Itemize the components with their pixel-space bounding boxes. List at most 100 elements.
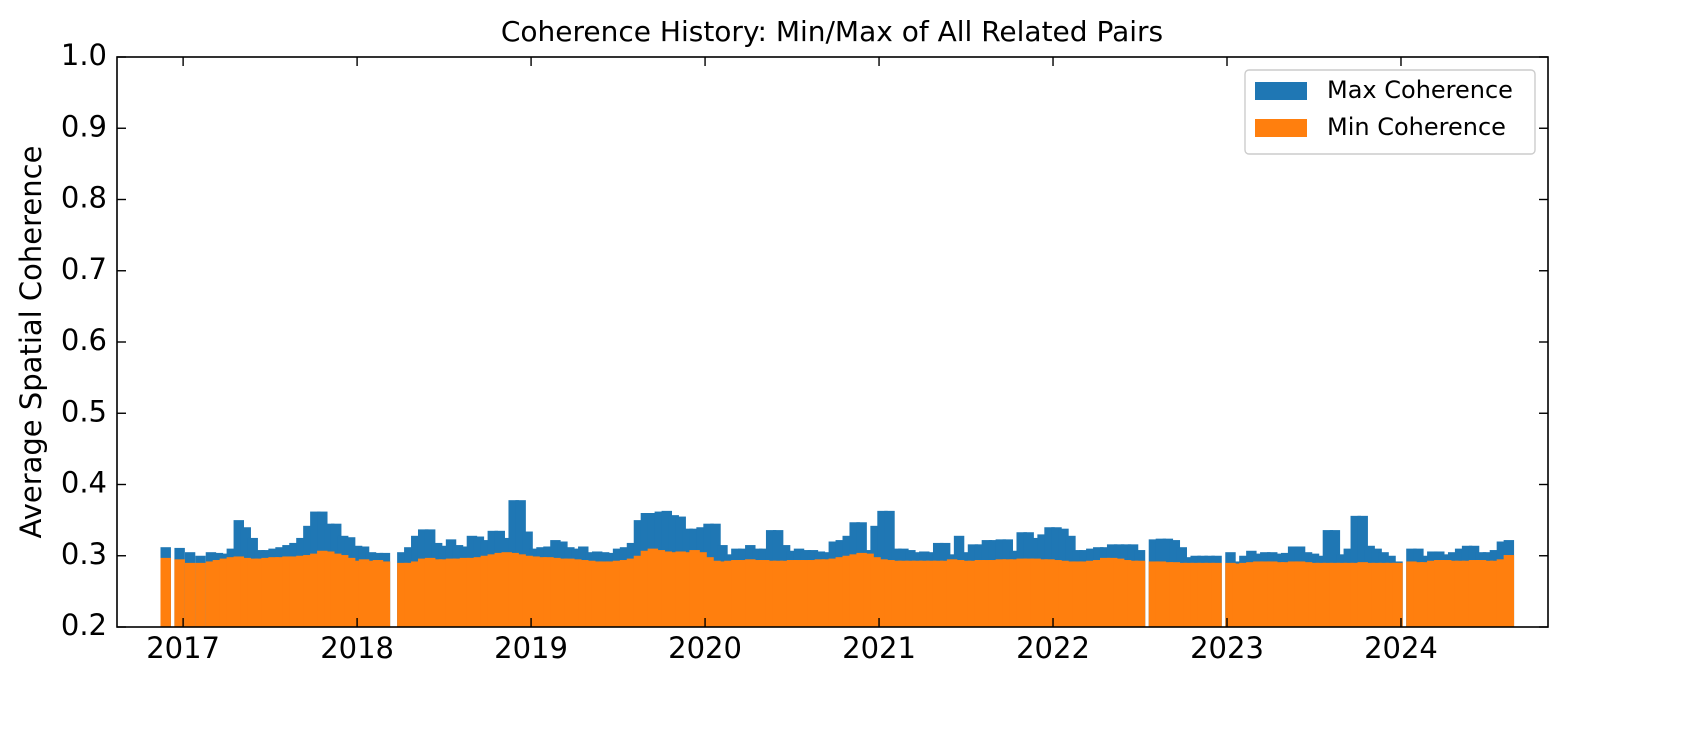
bar [358, 559, 370, 627]
bar [1336, 562, 1348, 627]
bar [1197, 562, 1208, 627]
bar [473, 557, 485, 627]
bar [1267, 561, 1278, 627]
bar [612, 560, 624, 627]
bar [1315, 562, 1327, 627]
bar [1385, 562, 1396, 627]
bar [379, 561, 391, 627]
bar [1343, 562, 1355, 627]
bar [372, 560, 384, 627]
bar [445, 558, 457, 627]
bar [1023, 558, 1034, 627]
bar [1169, 562, 1181, 627]
y-tick-label: 0.6 [61, 323, 107, 357]
bar [696, 552, 707, 627]
x-tick-label: 2018 [320, 631, 394, 665]
bar [988, 560, 1000, 627]
bar [480, 555, 492, 627]
bar [772, 560, 784, 627]
bar [1030, 558, 1041, 627]
bar [459, 557, 471, 627]
bar [261, 557, 272, 627]
y-tick-label: 1.0 [61, 38, 107, 72]
bar [731, 560, 742, 627]
bar [438, 559, 450, 627]
bar [1253, 561, 1264, 627]
bar [919, 560, 930, 627]
bar [1371, 562, 1382, 627]
bar [765, 560, 777, 627]
bar [275, 557, 286, 627]
bar [598, 561, 610, 627]
y-tick-label: 0.5 [61, 394, 107, 428]
bar [960, 560, 972, 627]
bar [995, 559, 1007, 627]
bar [1183, 562, 1194, 627]
bar [1364, 562, 1375, 627]
bar [431, 559, 443, 627]
bar [1475, 560, 1487, 627]
bar [1058, 560, 1069, 627]
bar [536, 557, 547, 627]
bar [967, 560, 979, 627]
bar [758, 560, 770, 627]
bar [344, 557, 356, 627]
bar [1106, 557, 1118, 627]
bar [564, 558, 575, 627]
bar [1273, 562, 1285, 627]
bar [351, 560, 363, 627]
bar [522, 555, 533, 627]
bar [654, 550, 666, 627]
bar [661, 551, 673, 627]
bar [1496, 559, 1508, 627]
bars [160, 500, 1515, 627]
bar [1434, 560, 1445, 627]
bar [626, 558, 638, 627]
bar [828, 558, 840, 627]
bar [710, 560, 721, 627]
bar [633, 555, 645, 627]
bar [324, 551, 335, 627]
y-tick-label: 0.3 [61, 537, 107, 571]
bar [240, 557, 251, 627]
bar [557, 558, 568, 627]
bar [863, 553, 874, 627]
x-tick-label: 2024 [1364, 631, 1438, 665]
bar [821, 559, 833, 627]
bar [1225, 562, 1236, 627]
bar [424, 557, 436, 627]
y-axis-label: Average Spatial Coherence [14, 146, 48, 539]
bar [946, 559, 958, 627]
bar [1503, 555, 1515, 627]
bar [184, 562, 196, 627]
bar [289, 556, 300, 627]
bar [365, 560, 377, 627]
bar [1287, 561, 1299, 627]
bar [807, 560, 819, 627]
bar [856, 552, 867, 627]
y-tick-label: 0.8 [61, 181, 107, 215]
bar [1427, 560, 1438, 627]
legend: Max Coherence Min Coherence [1244, 69, 1536, 155]
bar [974, 560, 986, 627]
bar [585, 560, 596, 627]
bar [1120, 560, 1132, 627]
bar [675, 551, 686, 627]
bar [1113, 558, 1125, 627]
bar [1176, 562, 1187, 627]
bar [905, 560, 916, 627]
bar [452, 558, 464, 627]
bar [668, 552, 679, 627]
bar [1454, 560, 1466, 627]
chart-title: Coherence History: Min/Max of All Relate… [501, 15, 1163, 48]
bar [1420, 562, 1431, 627]
plot-frame [116, 56, 1549, 628]
x-tick-label: 2020 [668, 631, 742, 665]
bar [571, 559, 582, 627]
bar [877, 559, 888, 627]
bar [939, 560, 951, 627]
bar [1406, 561, 1417, 627]
bar [1246, 562, 1257, 627]
bar [703, 557, 714, 627]
bar [219, 558, 231, 627]
